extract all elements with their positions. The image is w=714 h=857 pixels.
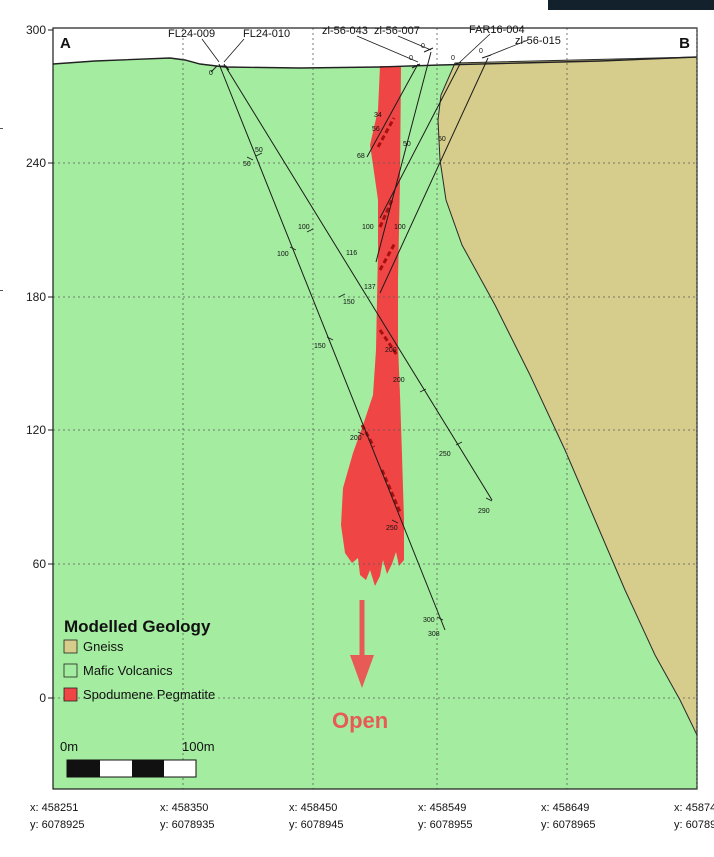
depth-label: 0 — [209, 70, 213, 77]
elevation-tick-label: 60 — [33, 557, 47, 571]
scale-start-label: 0m — [60, 739, 78, 754]
elevation-tick-label: 0 — [39, 691, 46, 705]
depth-label: 56 — [372, 126, 380, 133]
depth-label: 308 — [428, 631, 440, 638]
coordinate-x: x: 458251 — [30, 802, 78, 814]
depth-label: 34 — [374, 112, 382, 119]
coordinate-x: x: 458748 — [674, 802, 714, 814]
elevation-tick-label: 120 — [26, 423, 46, 437]
depth-label: 150 — [314, 343, 326, 350]
depth-label: 250 — [439, 451, 451, 458]
legend-label-spodumene-pegmatite: Spodumene Pegmatite — [83, 687, 215, 702]
section-start-label: A — [60, 35, 71, 52]
edge-tick — [0, 290, 3, 291]
depth-label: 0 — [479, 48, 483, 55]
depth-label: 200 — [393, 377, 405, 384]
open-label: Open — [332, 708, 388, 733]
coordinate-y: y: 6078935 — [160, 819, 214, 831]
depth-label: 200 — [385, 347, 397, 354]
depth-label: 290 — [478, 508, 490, 515]
gneiss-unit — [437, 56, 697, 736]
depth-label: 50 — [403, 141, 411, 148]
depth-label: 68 — [357, 153, 365, 160]
coordinate-y: y: 6078955 — [418, 819, 472, 831]
legend-title: Modelled Geology — [64, 617, 211, 636]
section-end-label: B — [679, 35, 690, 52]
coordinate-x: x: 458549 — [418, 802, 466, 814]
elevation-tick-label: 240 — [26, 156, 46, 170]
depth-label: 100 — [394, 224, 406, 231]
legend-swatch-gneiss — [63, 639, 78, 654]
map-grid — [53, 28, 697, 789]
drillhole-name: FL24-010 — [243, 28, 290, 40]
depth-label: 0 — [421, 43, 425, 50]
open-arrow — [350, 600, 374, 688]
topography-line — [52, 56, 698, 69]
drillhole-name: zl-56-015 — [515, 35, 561, 47]
depth-label: 150 — [343, 299, 355, 306]
legend-swatch-mafic-volcanics — [63, 663, 78, 678]
depth-label: 137 — [364, 284, 376, 291]
footer-coordinates: x: 458251 y: 6078925 x: 458350 y: 607893… — [30, 802, 714, 831]
depth-label: 50 — [255, 147, 263, 154]
depth-label: 300 — [423, 617, 435, 624]
drillhole-traces — [218, 51, 493, 631]
legend-label-mafic-volcanics: Mafic Volcanics — [83, 663, 173, 678]
depth-label: 100 — [277, 251, 289, 258]
legend: Modelled Geology Gneiss Mafic Volcanics … — [63, 617, 215, 702]
depth-label: 50 — [243, 161, 251, 168]
scale-end-label: 100m — [182, 739, 215, 754]
scale-bar-outline — [66, 759, 197, 778]
edge-tick — [0, 128, 3, 129]
elevation-axis-ticks — [48, 29, 53, 699]
depth-label: 116 — [346, 250, 357, 257]
scale-segment — [67, 760, 100, 777]
drillhole-leaders — [201, 33, 529, 63]
elevation-tick-label: 300 — [26, 23, 46, 37]
drillhole-name: zl-56-007 — [374, 25, 420, 37]
window-corner-bar — [548, 0, 714, 10]
coordinate-y: y: 6078945 — [289, 819, 343, 831]
depth-label: 200 — [350, 435, 362, 442]
coordinate-y: y: 6078975 — [674, 819, 714, 831]
depth-label: 0 — [409, 55, 413, 62]
coordinate-x: x: 458450 — [289, 802, 337, 814]
legend-swatch-spodumene-pegmatite — [63, 687, 78, 702]
depth-label: 0 — [451, 55, 455, 62]
scale-segment — [132, 760, 164, 777]
legend-label-gneiss: Gneiss — [83, 639, 124, 654]
depth-tick-marks — [246, 152, 493, 621]
scale-segment — [164, 760, 196, 777]
elevation-tick-label: 180 — [26, 290, 46, 304]
scale-bar: 0m 100m — [60, 739, 215, 778]
coordinate-x: x: 458649 — [541, 802, 589, 814]
scale-segment — [100, 760, 132, 777]
coordinate-y: y: 6078925 — [30, 819, 84, 831]
coordinate-y: y: 6078965 — [541, 819, 595, 831]
drillhole-name: FL24-009 — [168, 28, 215, 40]
spodumene-pegmatite-body — [341, 66, 404, 586]
depth-label: 100 — [362, 224, 374, 231]
depth-label: 100 — [298, 224, 310, 231]
drillhole-name: zl-56-043 — [322, 25, 368, 37]
depth-label: 50 — [438, 136, 446, 143]
depth-label: 250 — [386, 525, 398, 532]
drillhole-name: FAR16-004 — [469, 24, 525, 36]
coordinate-x: x: 458350 — [160, 802, 208, 814]
